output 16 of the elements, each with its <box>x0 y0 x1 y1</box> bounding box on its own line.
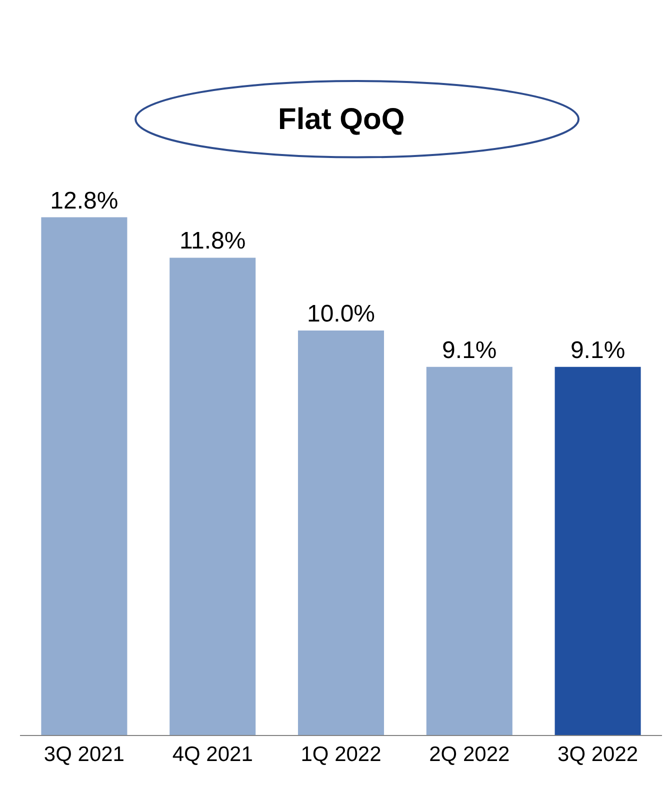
bar <box>554 366 641 735</box>
bar <box>426 366 512 735</box>
x-tick-label: 3Q 2021 <box>44 743 124 766</box>
text: Flat QoQ <box>278 103 405 136</box>
data-label: 10.0% <box>306 300 376 328</box>
x-tick-label: 4Q 2021 <box>172 743 253 766</box>
bar <box>170 258 256 735</box>
x-tick-label: 3Q 2022 <box>558 743 638 766</box>
x-tick-label: 1Q 2022 <box>300 743 382 766</box>
data-label: 9.1% <box>442 336 497 364</box>
bar <box>298 330 384 735</box>
bar <box>41 217 128 735</box>
data-label: 11.8% <box>179 228 246 255</box>
x-tick-label: 2Q 2022 <box>429 743 510 766</box>
data-label: 12.8% <box>50 187 118 214</box>
data-label: 9.1% <box>570 336 626 364</box>
